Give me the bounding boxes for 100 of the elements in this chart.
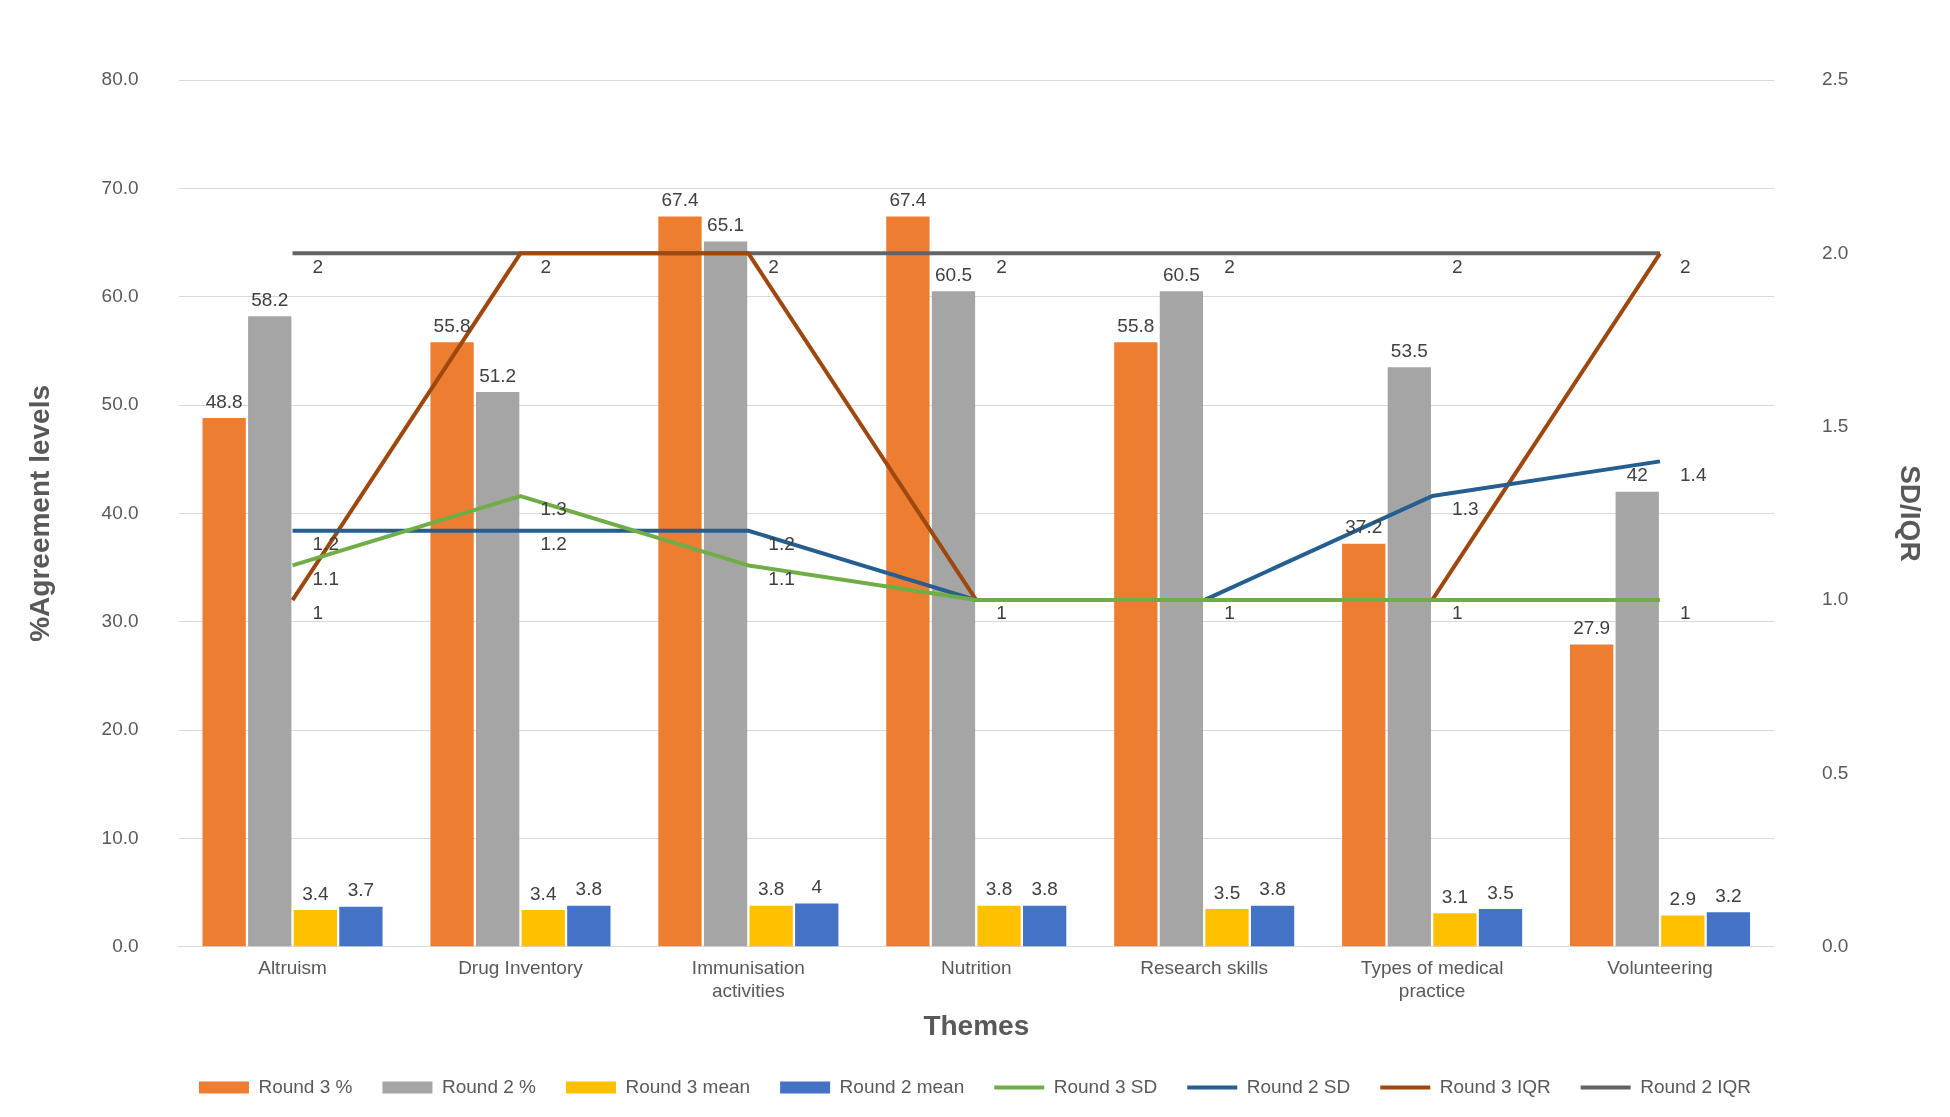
legend-label: Round 3 IQR	[1439, 1075, 1551, 1097]
y2-tick-label: 1.5	[1821, 414, 1849, 436]
x-tick-label: Immunisation activities	[691, 957, 805, 1002]
x-tick-label: Altruism	[258, 957, 327, 979]
bar	[476, 392, 520, 947]
bar	[293, 909, 337, 947]
y-tick-label: 30.0	[101, 609, 139, 631]
bar	[1023, 905, 1067, 947]
bar	[703, 241, 748, 947]
y-tick-label: 80.0	[101, 68, 139, 90]
data-label: 3.4	[530, 882, 557, 904]
y2-tick-label: 2.0	[1821, 241, 1849, 263]
data-label: 1	[312, 602, 324, 624]
data-label: 3.8	[985, 878, 1013, 900]
bar	[430, 342, 474, 947]
x-tick-label: Types of medical practice	[1360, 957, 1504, 1002]
data-label: 3.8	[1259, 878, 1286, 900]
data-label: 67.4	[661, 189, 699, 211]
bar	[749, 905, 793, 947]
data-label: 1	[1452, 602, 1463, 624]
data-label: 60.5	[935, 264, 972, 286]
y-tick-label: 0.0	[112, 935, 139, 957]
data-label: 51.2	[479, 364, 517, 386]
y2-tick-label: 0.0	[1821, 935, 1849, 957]
data-label: 67.4	[889, 189, 927, 211]
bar	[1342, 543, 1386, 947]
y-tick-label: 70.0	[101, 176, 139, 198]
data-label: 4	[811, 876, 823, 898]
bar	[1387, 367, 1431, 947]
data-label: 1	[1680, 602, 1691, 624]
data-label: 3.8	[1031, 878, 1058, 900]
data-label: 3.1	[1441, 885, 1469, 907]
data-label: 3.8	[757, 878, 785, 900]
bar	[1615, 491, 1659, 947]
bar	[202, 418, 246, 947]
data-label: 3.5	[1487, 881, 1514, 903]
bar	[1433, 913, 1477, 947]
data-label: 3.2	[1715, 884, 1742, 906]
bar	[1570, 644, 1614, 947]
bar	[567, 905, 611, 947]
legend-label: Round 2 IQR	[1640, 1075, 1752, 1097]
data-label: 2	[1680, 255, 1691, 277]
data-label: 55.8	[1117, 314, 1155, 336]
data-label: 65.1	[707, 214, 745, 236]
legend-label: Round 2 %	[441, 1075, 537, 1097]
bar	[658, 216, 702, 947]
bar	[1159, 291, 1204, 947]
bar	[795, 903, 839, 947]
data-label: 1	[1224, 602, 1235, 624]
data-label: 1.1	[312, 567, 339, 589]
y-axis-title: %Agreement levels	[23, 385, 55, 642]
bar	[1661, 915, 1705, 947]
bar	[1114, 342, 1158, 947]
x-tick-label: Nutrition	[940, 957, 1012, 979]
bar	[1205, 908, 1249, 947]
y2-tick-label: 2.5	[1821, 68, 1849, 90]
legend-label: Round 2 mean	[839, 1075, 965, 1097]
bar	[1478, 908, 1523, 947]
data-label: 48.8	[205, 390, 243, 412]
y-tick-label: 50.0	[101, 393, 139, 415]
bar	[931, 291, 976, 947]
data-label: 2	[312, 255, 324, 277]
y2-axis-title: SD/IQR	[1895, 465, 1927, 562]
data-label: 55.8	[433, 314, 471, 336]
x-axis-title: Themes	[923, 1009, 1030, 1041]
data-label: 60.5	[1162, 264, 1200, 286]
data-label: 1	[996, 602, 1007, 624]
data-label: 2	[540, 255, 552, 277]
data-label: 2	[1452, 255, 1463, 277]
data-label: 2	[768, 255, 779, 277]
bar	[339, 906, 383, 947]
data-label: 3.5	[1213, 881, 1241, 903]
data-label: 1.4	[1680, 463, 1707, 485]
data-label: 27.9	[1573, 617, 1611, 639]
data-label: 3.7	[347, 879, 375, 901]
legend-label: Round 3 %	[258, 1075, 353, 1097]
bar	[977, 905, 1021, 947]
legend-label: Round 3 mean	[625, 1075, 751, 1097]
data-label: 1.3	[1452, 498, 1479, 520]
data-label: 1.2	[540, 532, 567, 554]
x-tick-label: Research skills	[1140, 957, 1269, 979]
data-label: 2.9	[1669, 888, 1697, 910]
y-tick-label: 10.0	[101, 826, 139, 848]
x-tick-label: Volunteering	[1607, 957, 1713, 979]
data-label: 3.4	[302, 882, 329, 904]
data-label: 58.2	[251, 288, 289, 310]
data-label: 2	[996, 255, 1007, 277]
y2-tick-label: 0.5	[1821, 761, 1849, 783]
bar	[886, 216, 930, 947]
bar	[1706, 912, 1751, 947]
x-tick-label: Drug Inventory	[458, 957, 584, 979]
y2-tick-label: 1.0	[1821, 588, 1849, 610]
data-label: 2	[1224, 255, 1235, 277]
legend-label: Round 3 SD	[1053, 1075, 1158, 1097]
y-tick-label: 40.0	[101, 501, 139, 523]
legend-label: Round 2 SD	[1246, 1075, 1351, 1097]
data-label: 1.1	[768, 567, 795, 589]
data-label: 53.5	[1390, 339, 1428, 361]
bar	[521, 909, 565, 947]
y-tick-label: 60.0	[101, 284, 139, 306]
